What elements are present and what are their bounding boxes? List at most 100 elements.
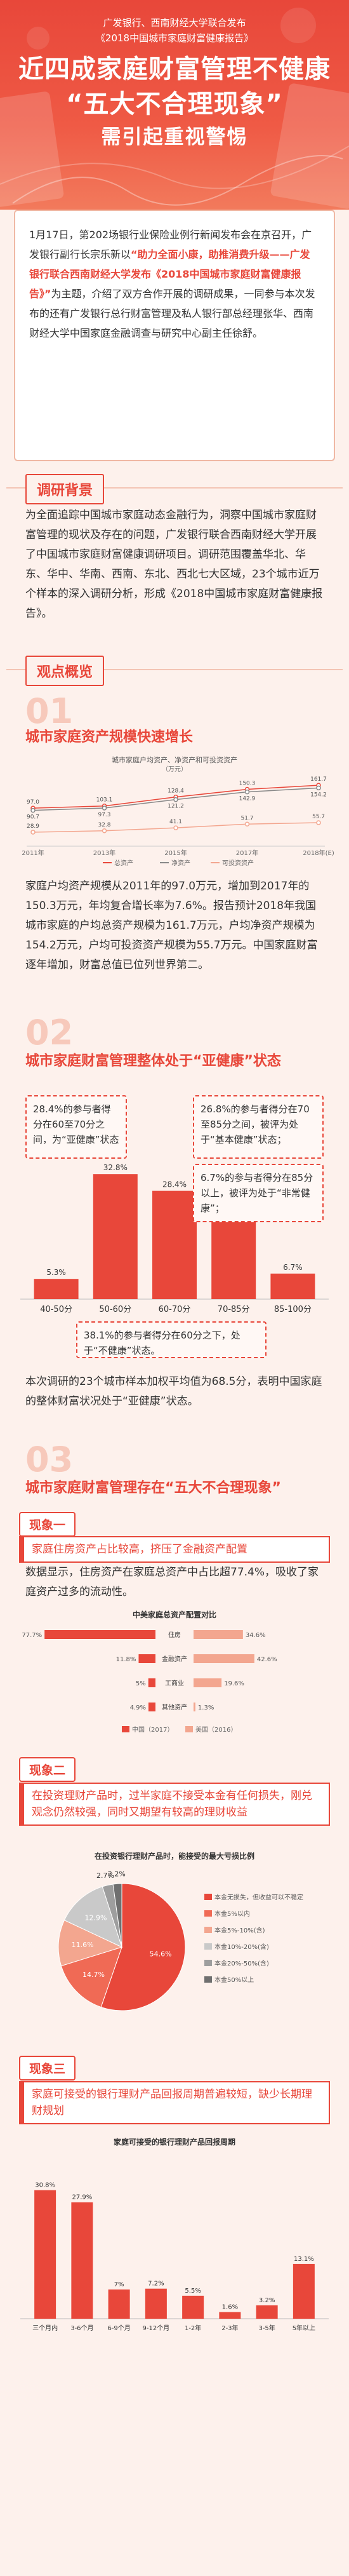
title-line1: 近四成家庭财富管理不健康 bbox=[18, 55, 331, 84]
intro-text-2: 为主题，介绍了双方合作开展的调研成果，一同参与本次发布的还有广发银行总行财富管理… bbox=[29, 288, 315, 339]
data-point bbox=[173, 797, 178, 802]
x-tick-label: 6-9个月 bbox=[107, 2324, 130, 2332]
data-label: 90.7 bbox=[27, 814, 39, 821]
legend-label: 本金50%以上 bbox=[214, 1976, 254, 1984]
chart-title: 中美家庭总资产配置对比 bbox=[133, 1610, 216, 1619]
divider bbox=[6, 487, 343, 489]
bar-value-label: 1.6% bbox=[222, 2303, 238, 2310]
bar bbox=[71, 2202, 93, 2319]
data-label: 103.1 bbox=[96, 797, 113, 804]
bar bbox=[194, 1678, 222, 1687]
x-tick-label: 85-100分 bbox=[274, 1305, 312, 1314]
data-label: 32.8 bbox=[98, 822, 110, 828]
bar-value-label: 19.6% bbox=[224, 1680, 244, 1687]
x-tick-label: 三个月内 bbox=[32, 2324, 58, 2332]
intro-text: 1月17日，第202场银行业保险业例行新闻发布会在京召开，广发银行副行长宗乐新以 bbox=[29, 229, 312, 260]
chart-unit: （万元） bbox=[162, 765, 187, 773]
category-label: 工商业 bbox=[165, 1679, 184, 1687]
bar-value-label: 7.2% bbox=[148, 2281, 164, 2288]
bar-value-label: 32.8% bbox=[103, 1163, 128, 1172]
pie-slice bbox=[112, 1883, 122, 1948]
x-tick-label: 3-6个月 bbox=[70, 2324, 93, 2332]
data-label: 154.2 bbox=[310, 792, 327, 798]
data-label: 28.9 bbox=[27, 823, 39, 830]
x-tick-label: 40-50分 bbox=[40, 1305, 72, 1314]
legend-label: 本金10%-20%(含) bbox=[214, 1943, 269, 1951]
data-point bbox=[102, 806, 107, 811]
phenomenon-quote-3: 家庭可接受的银行理财产品回报周期普遍较短，缺少长期理财规划 bbox=[19, 2081, 330, 2124]
bar bbox=[270, 1273, 315, 1299]
chart-title: 城市家庭户均资产、净资产和可投资资产 bbox=[112, 755, 237, 764]
point-number: 02 bbox=[25, 1013, 74, 1053]
x-tick-label: 2018年(E) bbox=[303, 849, 334, 857]
page-title: 近四成家庭财富管理不健康 “五大不合理现象” 需引起重视警惕 bbox=[0, 52, 349, 152]
bar-value-label: 34.6% bbox=[246, 1632, 266, 1639]
bar bbox=[108, 2289, 130, 2319]
legend-label: 本金无损失，但收益可以不稳定 bbox=[214, 1893, 303, 1901]
data-label: 97.0 bbox=[27, 799, 39, 806]
x-tick-label: 3-5年 bbox=[258, 2324, 275, 2332]
x-tick-label: 2-3年 bbox=[221, 2324, 238, 2332]
data-label: 142.9 bbox=[239, 796, 256, 802]
data-point bbox=[244, 821, 250, 827]
bar bbox=[148, 1678, 155, 1687]
x-tick-label: 50-60分 bbox=[99, 1305, 131, 1314]
legend-swatch bbox=[204, 1960, 212, 1966]
bar-value-label: 7% bbox=[114, 2281, 124, 2288]
legend-swatch bbox=[204, 1910, 212, 1917]
pie-slice bbox=[63, 1886, 122, 1948]
legend-label: 本金20%-50%(含) bbox=[214, 1959, 269, 1967]
decor-lines bbox=[0, 8, 349, 206]
category-label: 住房 bbox=[168, 1631, 181, 1639]
title-line3: 需引起重视警惕 bbox=[101, 126, 248, 149]
x-tick-label: 2017年 bbox=[236, 849, 258, 857]
hero-org: 广发银行、西南财经大学联合发布 《2018中国城市家庭财富健康报告》 bbox=[0, 15, 349, 46]
legend-swatch bbox=[204, 1894, 212, 1900]
bar-value-label: 4.9% bbox=[130, 1704, 146, 1711]
bar-value-label: 11.8% bbox=[116, 1656, 136, 1663]
section-tag-background: 调研背景 bbox=[25, 474, 105, 504]
data-label: 97.3 bbox=[98, 812, 110, 818]
callout-text: 38.1%的参与者得分在60分之下，处于“不健康”状态。 bbox=[84, 1330, 240, 1356]
callout-unhealthy: 38.1%的参与者得分在60分之下，处于“不健康”状态。 bbox=[76, 1321, 267, 1358]
phenomenon-quote-2: 在投资理财产品时，过半家庭不接受本金有任何损失，刚兑观念仍然较强，同时又期望有较… bbox=[19, 1783, 330, 1826]
legend-label: 可投资资产 bbox=[222, 859, 254, 867]
bar bbox=[148, 1703, 155, 1711]
x-tick-label: 9-12个月 bbox=[143, 2324, 170, 2332]
asset-allocation-chart: 中美家庭总资产配置对比 77.7% 住房 34.6% 11.8% 金融资产 42.6% 5% 工… bbox=[14, 1607, 335, 1747]
category-label: 金融资产 bbox=[162, 1655, 187, 1663]
data-label: 128.4 bbox=[168, 788, 184, 795]
legend-swatch bbox=[185, 1726, 193, 1732]
data-label: 51.7 bbox=[240, 815, 253, 821]
data-label: 55.7 bbox=[312, 814, 325, 820]
pie-slice bbox=[60, 1946, 122, 2008]
data-label: 121.2 bbox=[168, 804, 184, 810]
callout-basic-healthy: 26.8%的参与者得分在70至85分之间，被评为处于“基本健康”状态； bbox=[193, 1095, 324, 1159]
callout-text: 26.8%的参与者得分在70至85分之间，被评为处于“基本健康”状态； bbox=[201, 1103, 310, 1145]
bar bbox=[256, 2305, 278, 2319]
point-title: 城市家庭财富管理整体处于“亚健康”状态 bbox=[25, 1053, 281, 1069]
data-label: 41.1 bbox=[169, 819, 182, 825]
pie-slice bbox=[58, 1919, 123, 1967]
legend-label: 净资产 bbox=[171, 859, 190, 867]
phenomenon-head-3: 现象三 bbox=[19, 2056, 76, 2080]
bar bbox=[44, 1630, 155, 1639]
phenomenon-text-1: 数据显示，住房资产在家庭总资产中占比超77.4%，吸收了家庭资产过多的流动性。 bbox=[25, 1566, 319, 1598]
point-title: 城市家庭财富管理存在“五大不合理现象” bbox=[25, 1480, 281, 1496]
legend-label: 美国（2016） bbox=[195, 1725, 237, 1734]
callout-text: 6.7%的参与者得分在85分以上，被评为处于“非常健康”； bbox=[201, 1172, 313, 1214]
bar bbox=[145, 2288, 167, 2319]
bar-value-label: 5.3% bbox=[46, 1268, 66, 1277]
intro-highlight: “助力全面小康，助推消费升级——广发银行联合西南财经大学发布《2018中国城市家… bbox=[29, 248, 310, 300]
point-text: 家庭户均资产规模从2011年的97.0万元，增加到2017年的150.3万元，年… bbox=[25, 880, 318, 971]
callout-very-healthy: 6.7%的参与者得分在85分以上，被评为处于“非常健康”； bbox=[193, 1164, 324, 1222]
data-point bbox=[173, 825, 178, 830]
phenomenon-head-1: 现象一 bbox=[19, 1512, 76, 1537]
x-tick-label: 2013年 bbox=[93, 849, 115, 857]
background-text: 为全面追踪中国城市家庭动态金融行为，洞察中国城市家庭财富管理的现状及存在的问题，… bbox=[25, 509, 323, 620]
bar-value-label: 27.9% bbox=[72, 2194, 92, 2201]
chart-title: 在投资银行理财产品时，能接受的最大亏损比例 bbox=[95, 1851, 254, 1861]
return-period-chart: 家庭可接受的银行理财产品回报周期 30.8% 三个月内 27.9% 3-6个月 7% 6-9… bbox=[14, 2134, 335, 2344]
legend-swatch bbox=[204, 1943, 212, 1950]
